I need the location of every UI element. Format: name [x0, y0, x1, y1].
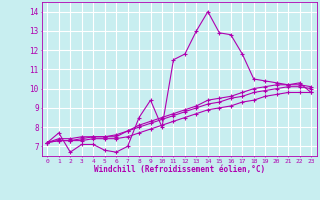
- X-axis label: Windchill (Refroidissement éolien,°C): Windchill (Refroidissement éolien,°C): [94, 165, 265, 174]
